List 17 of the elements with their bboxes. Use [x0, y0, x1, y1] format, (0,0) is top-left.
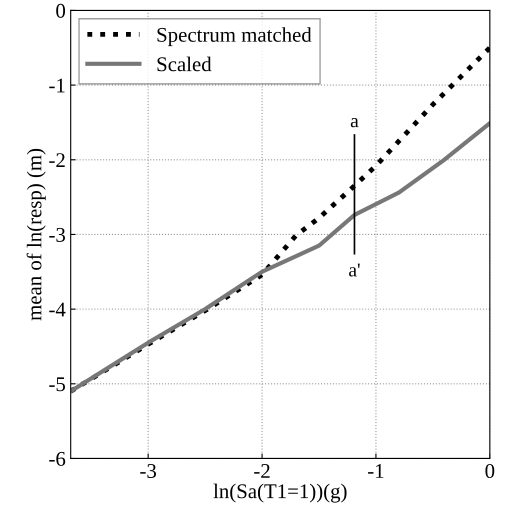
y-tick-label: -2	[49, 153, 65, 167]
x-tick-label: -2	[254, 464, 270, 478]
y-tick-label: -6	[49, 452, 66, 466]
y-tick-label: 0	[56, 4, 66, 18]
annotation: a'	[349, 264, 360, 277]
x-tick-label: -3	[140, 464, 156, 478]
legend-label: Spectrum matched	[158, 27, 312, 46]
x-axis-title: ln(Sa(T1=1))(g)	[214, 484, 347, 503]
y-tick-label: -1	[49, 78, 65, 92]
y-tick-label: -5	[49, 377, 66, 392]
y-tick-label: -3	[49, 228, 66, 242]
x-tick-label: 0	[485, 464, 494, 478]
x-tick-label: -1	[368, 464, 384, 478]
y-tick-label: -4	[49, 302, 66, 316]
y-axis-title: mean of ln(resp) (m)	[26, 148, 46, 320]
legend-label: Scaled	[158, 56, 212, 72]
annotation: a	[350, 118, 359, 128]
